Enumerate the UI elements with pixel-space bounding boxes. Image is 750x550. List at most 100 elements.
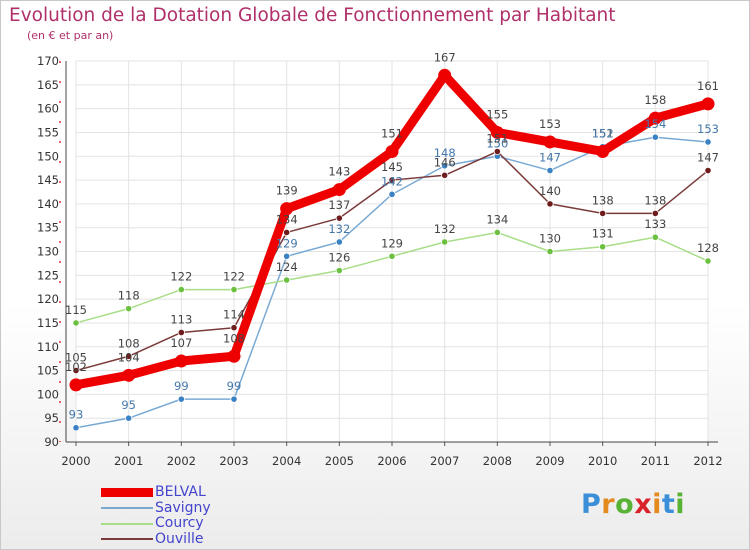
data-point-ouville (388, 176, 396, 184)
legend-label: Ouville (155, 530, 204, 547)
data-label-ouville: 134 (276, 212, 298, 226)
data-label-courcy: 131 (592, 227, 614, 241)
x-tick-label: 2000 (61, 454, 90, 468)
y-tick-label: 90 (44, 435, 59, 449)
data-point-belval (701, 97, 715, 111)
data-point-ouville (283, 228, 291, 237)
data-point-savigny (441, 162, 449, 170)
data-point-courcy (599, 243, 607, 251)
data-point-courcy (335, 266, 343, 275)
y-tick-label: 125 (37, 268, 59, 282)
y-tick-label: 110 (37, 340, 59, 354)
data-label-belval: 167 (434, 50, 456, 64)
data-point-belval (174, 354, 188, 368)
data-label-ouville: 138 (592, 193, 614, 207)
data-labels: 102 104 107 108 139 143 151 167 155 153 151 158 161 9… (65, 50, 719, 421)
data-point-belval (122, 368, 136, 382)
data-point-belval (280, 202, 294, 216)
x-tick-label: 2005 (325, 454, 354, 468)
x-tick-label: 2007 (430, 454, 459, 468)
x-tick-label: 2011 (641, 454, 670, 468)
legend-swatch (101, 522, 153, 525)
data-label-savigny: 99 (174, 379, 189, 393)
legend-label: Savigny (155, 499, 211, 516)
legend-swatch (101, 488, 153, 498)
x-tick-label: 2002 (167, 454, 196, 468)
data-point-courcy (493, 228, 501, 237)
data-label-ouville: 105 (65, 351, 87, 365)
data-point-ouville (230, 324, 238, 332)
data-point-ouville (441, 171, 449, 179)
logo-letter: i (652, 489, 662, 520)
data-label-courcy: 115 (65, 303, 87, 317)
x-tick-label: 2012 (693, 454, 722, 468)
data-label-courcy: 134 (486, 212, 508, 226)
y-tick-label: 150 (37, 149, 59, 163)
chart-title: Evolution de la Dotation Globale de Fonc… (9, 5, 616, 26)
data-point-belval (596, 144, 610, 158)
axes: 90 95 100 105 110 115 120 125 130 135 140 145 150 155… (37, 54, 723, 468)
y-tick-label: 155 (37, 125, 59, 139)
data-label-savigny: 152 (592, 127, 614, 141)
data-label-savigny: 150 (486, 136, 508, 150)
legend-item-courcy: Courcy (101, 516, 261, 532)
data-label-savigny: 129 (276, 236, 298, 250)
data-label-belval: 107 (170, 336, 192, 350)
data-label-savigny: 147 (539, 151, 561, 165)
data-label-courcy: 122 (223, 270, 245, 284)
data-point-courcy (283, 276, 291, 284)
data-label-belval: 158 (644, 93, 666, 107)
data-point-courcy (651, 233, 659, 241)
data-point-belval (648, 111, 662, 125)
legend-item-belval: BELVAL (101, 485, 261, 501)
data-point-savigny (230, 395, 238, 403)
data-point-savigny (335, 238, 343, 246)
data-point-ouville (72, 366, 80, 375)
x-tick-label: 2003 (219, 454, 248, 468)
data-point-courcy (125, 305, 133, 313)
data-label-courcy: 122 (170, 270, 192, 284)
data-label-courcy: 126 (328, 251, 350, 265)
legend-swatch (101, 538, 153, 541)
data-point-savigny (388, 190, 396, 198)
data-point-courcy (388, 252, 396, 260)
data-label-ouville: 138 (644, 193, 666, 207)
y-tick-label: 160 (37, 102, 59, 116)
data-label-ouville: 140 (539, 184, 561, 198)
data-point-ouville (177, 328, 185, 337)
data-label-courcy: 124 (276, 260, 298, 274)
y-tick-label: 170 (37, 54, 59, 68)
data-label-savigny: 99 (227, 379, 242, 393)
data-label-savigny: 95 (121, 398, 136, 412)
data-label-belval: 161 (697, 79, 719, 93)
data-point-belval (543, 135, 557, 149)
data-point-belval (438, 68, 452, 82)
logo-letter: o (615, 489, 635, 520)
x-tick-label: 2004 (272, 454, 301, 468)
y-tick-label: 95 (44, 411, 59, 425)
data-label-ouville: 137 (328, 198, 350, 212)
logo-letter: x (634, 489, 653, 520)
y-tick-label: 105 (37, 364, 59, 378)
data-label-savigny: 93 (69, 408, 84, 422)
data-label-ouville: 151 (486, 131, 508, 145)
data-label-savigny: 153 (697, 122, 719, 136)
data-point-savigny (546, 166, 554, 175)
data-point-savigny (704, 138, 712, 146)
x-tick-label: 2010 (588, 454, 617, 468)
x-tick-label: 2009 (535, 454, 564, 468)
data-point-courcy (72, 319, 80, 327)
data-point-belval (490, 125, 504, 139)
y-tick-label: 135 (37, 221, 59, 235)
y-tick-label: 115 (37, 316, 59, 330)
data-point-belval (332, 183, 346, 197)
data-point-courcy (546, 247, 554, 256)
data-point-belval (227, 349, 241, 363)
legend-item-savigny: Savigny (101, 499, 261, 517)
legend-label: BELVAL (155, 484, 206, 501)
data-point-savigny (283, 252, 291, 260)
legend-item-ouville: Ouville (101, 530, 261, 548)
grid (75, 60, 709, 443)
data-label-courcy: 129 (381, 236, 403, 250)
